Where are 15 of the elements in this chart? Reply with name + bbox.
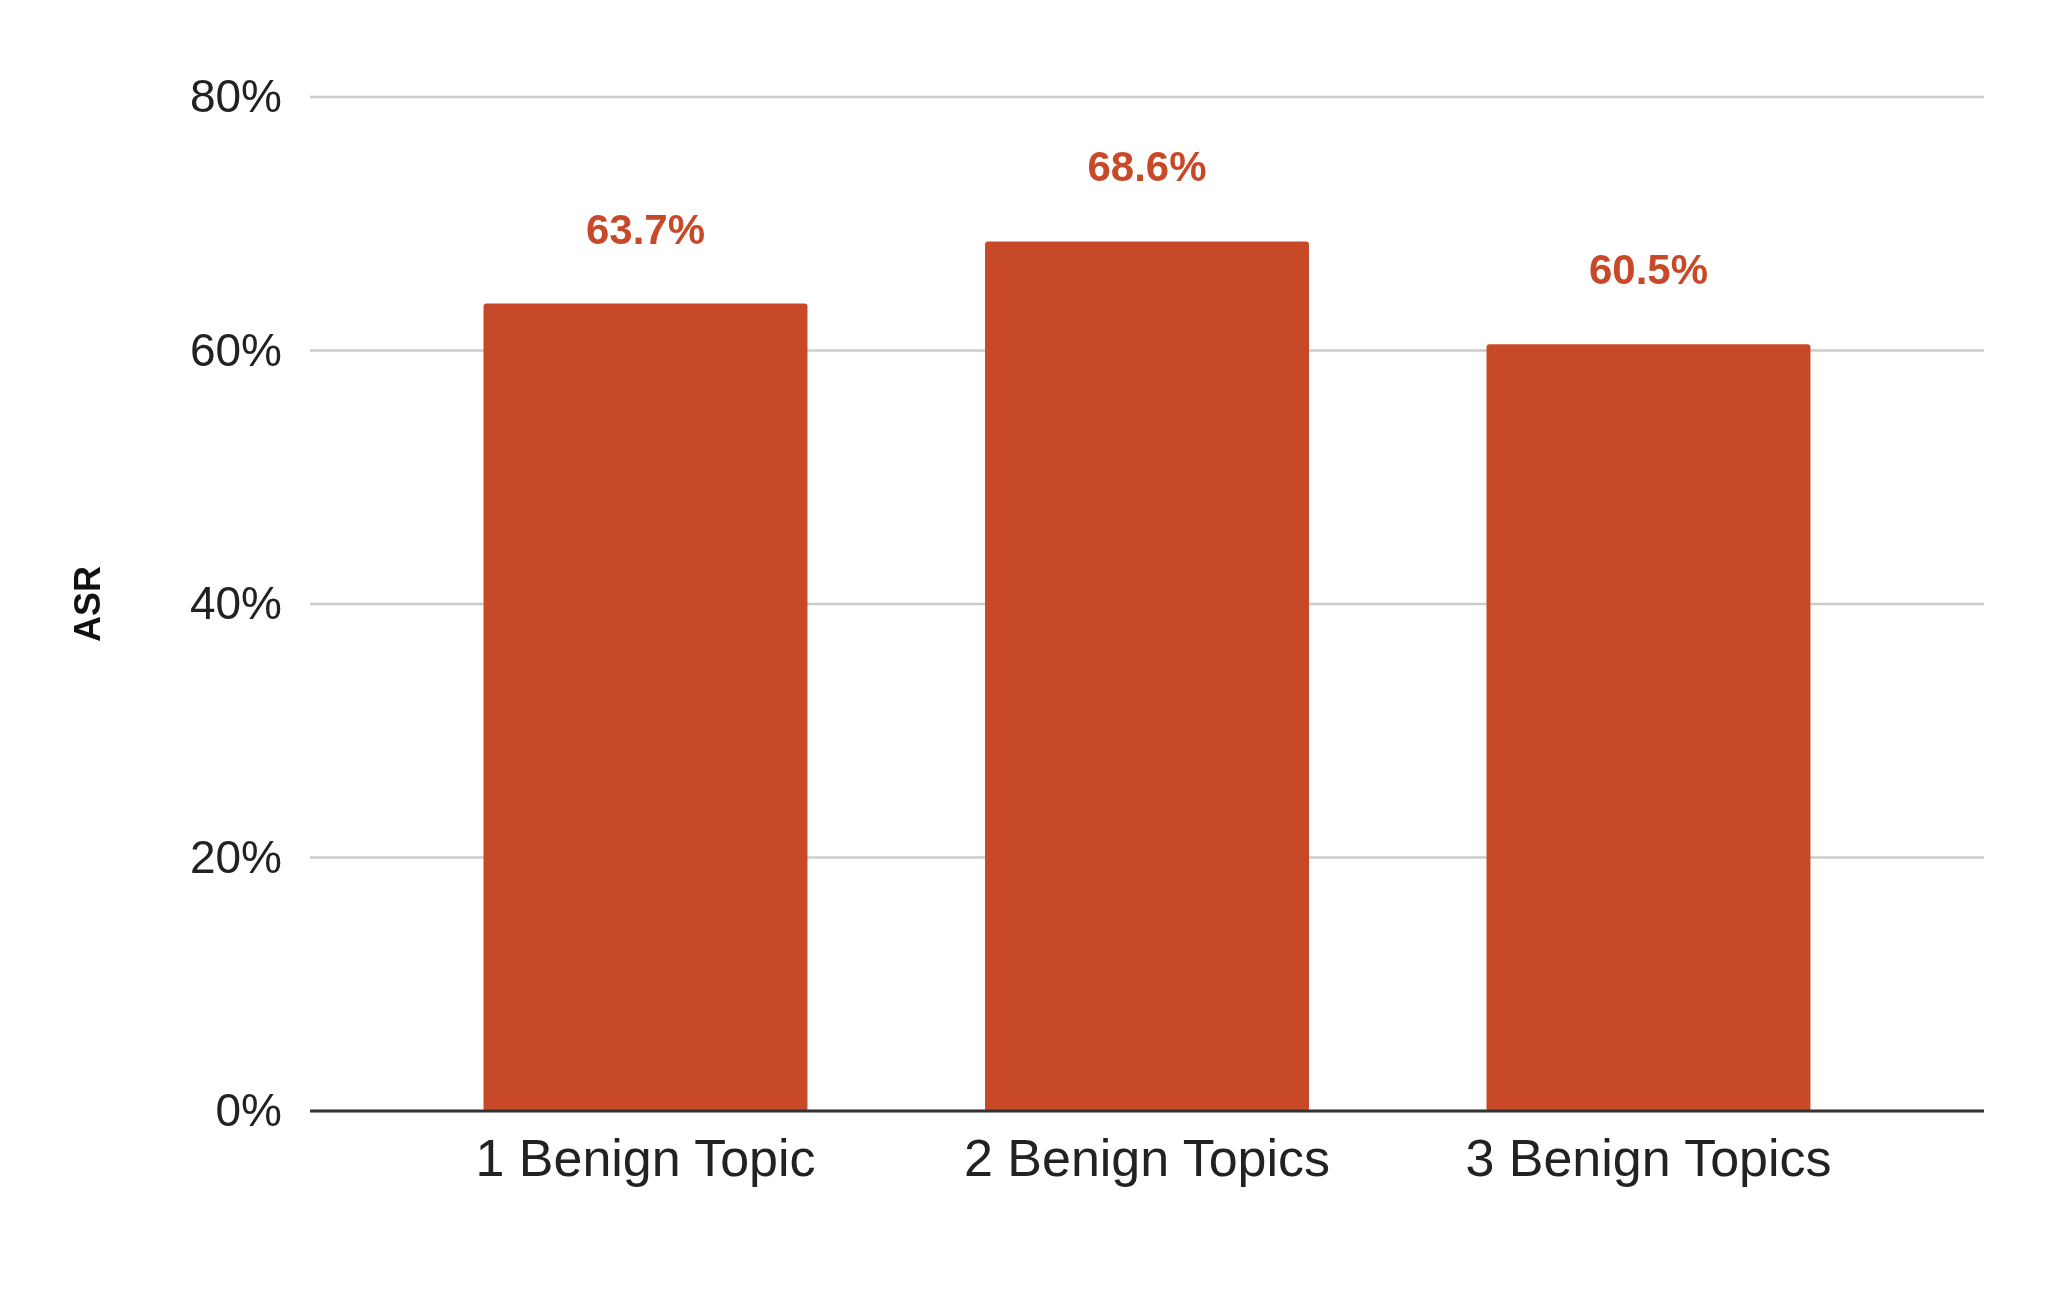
- y-tick-label: 60%: [189, 323, 282, 376]
- y-tick-label: 40%: [189, 577, 282, 630]
- y-axis-title: ASR: [67, 565, 108, 643]
- bar: [985, 241, 1309, 1111]
- y-tick-label: 0%: [215, 1084, 282, 1137]
- y-tick-label: 80%: [189, 70, 282, 123]
- x-tick-label: 2 Benign Topics: [963, 1128, 1331, 1187]
- data-label: 60.5%: [1588, 246, 1709, 294]
- data-label: 68.6%: [1087, 143, 1207, 191]
- x-tick-label: 1 Benign Topic: [475, 1128, 816, 1187]
- x-tick-label: 3 Benign Topics: [1465, 1128, 1832, 1187]
- y-tick-label: 20%: [189, 830, 282, 883]
- bar: [483, 303, 808, 1111]
- data-label: 63.7%: [585, 205, 706, 253]
- bar: [1486, 344, 1811, 1111]
